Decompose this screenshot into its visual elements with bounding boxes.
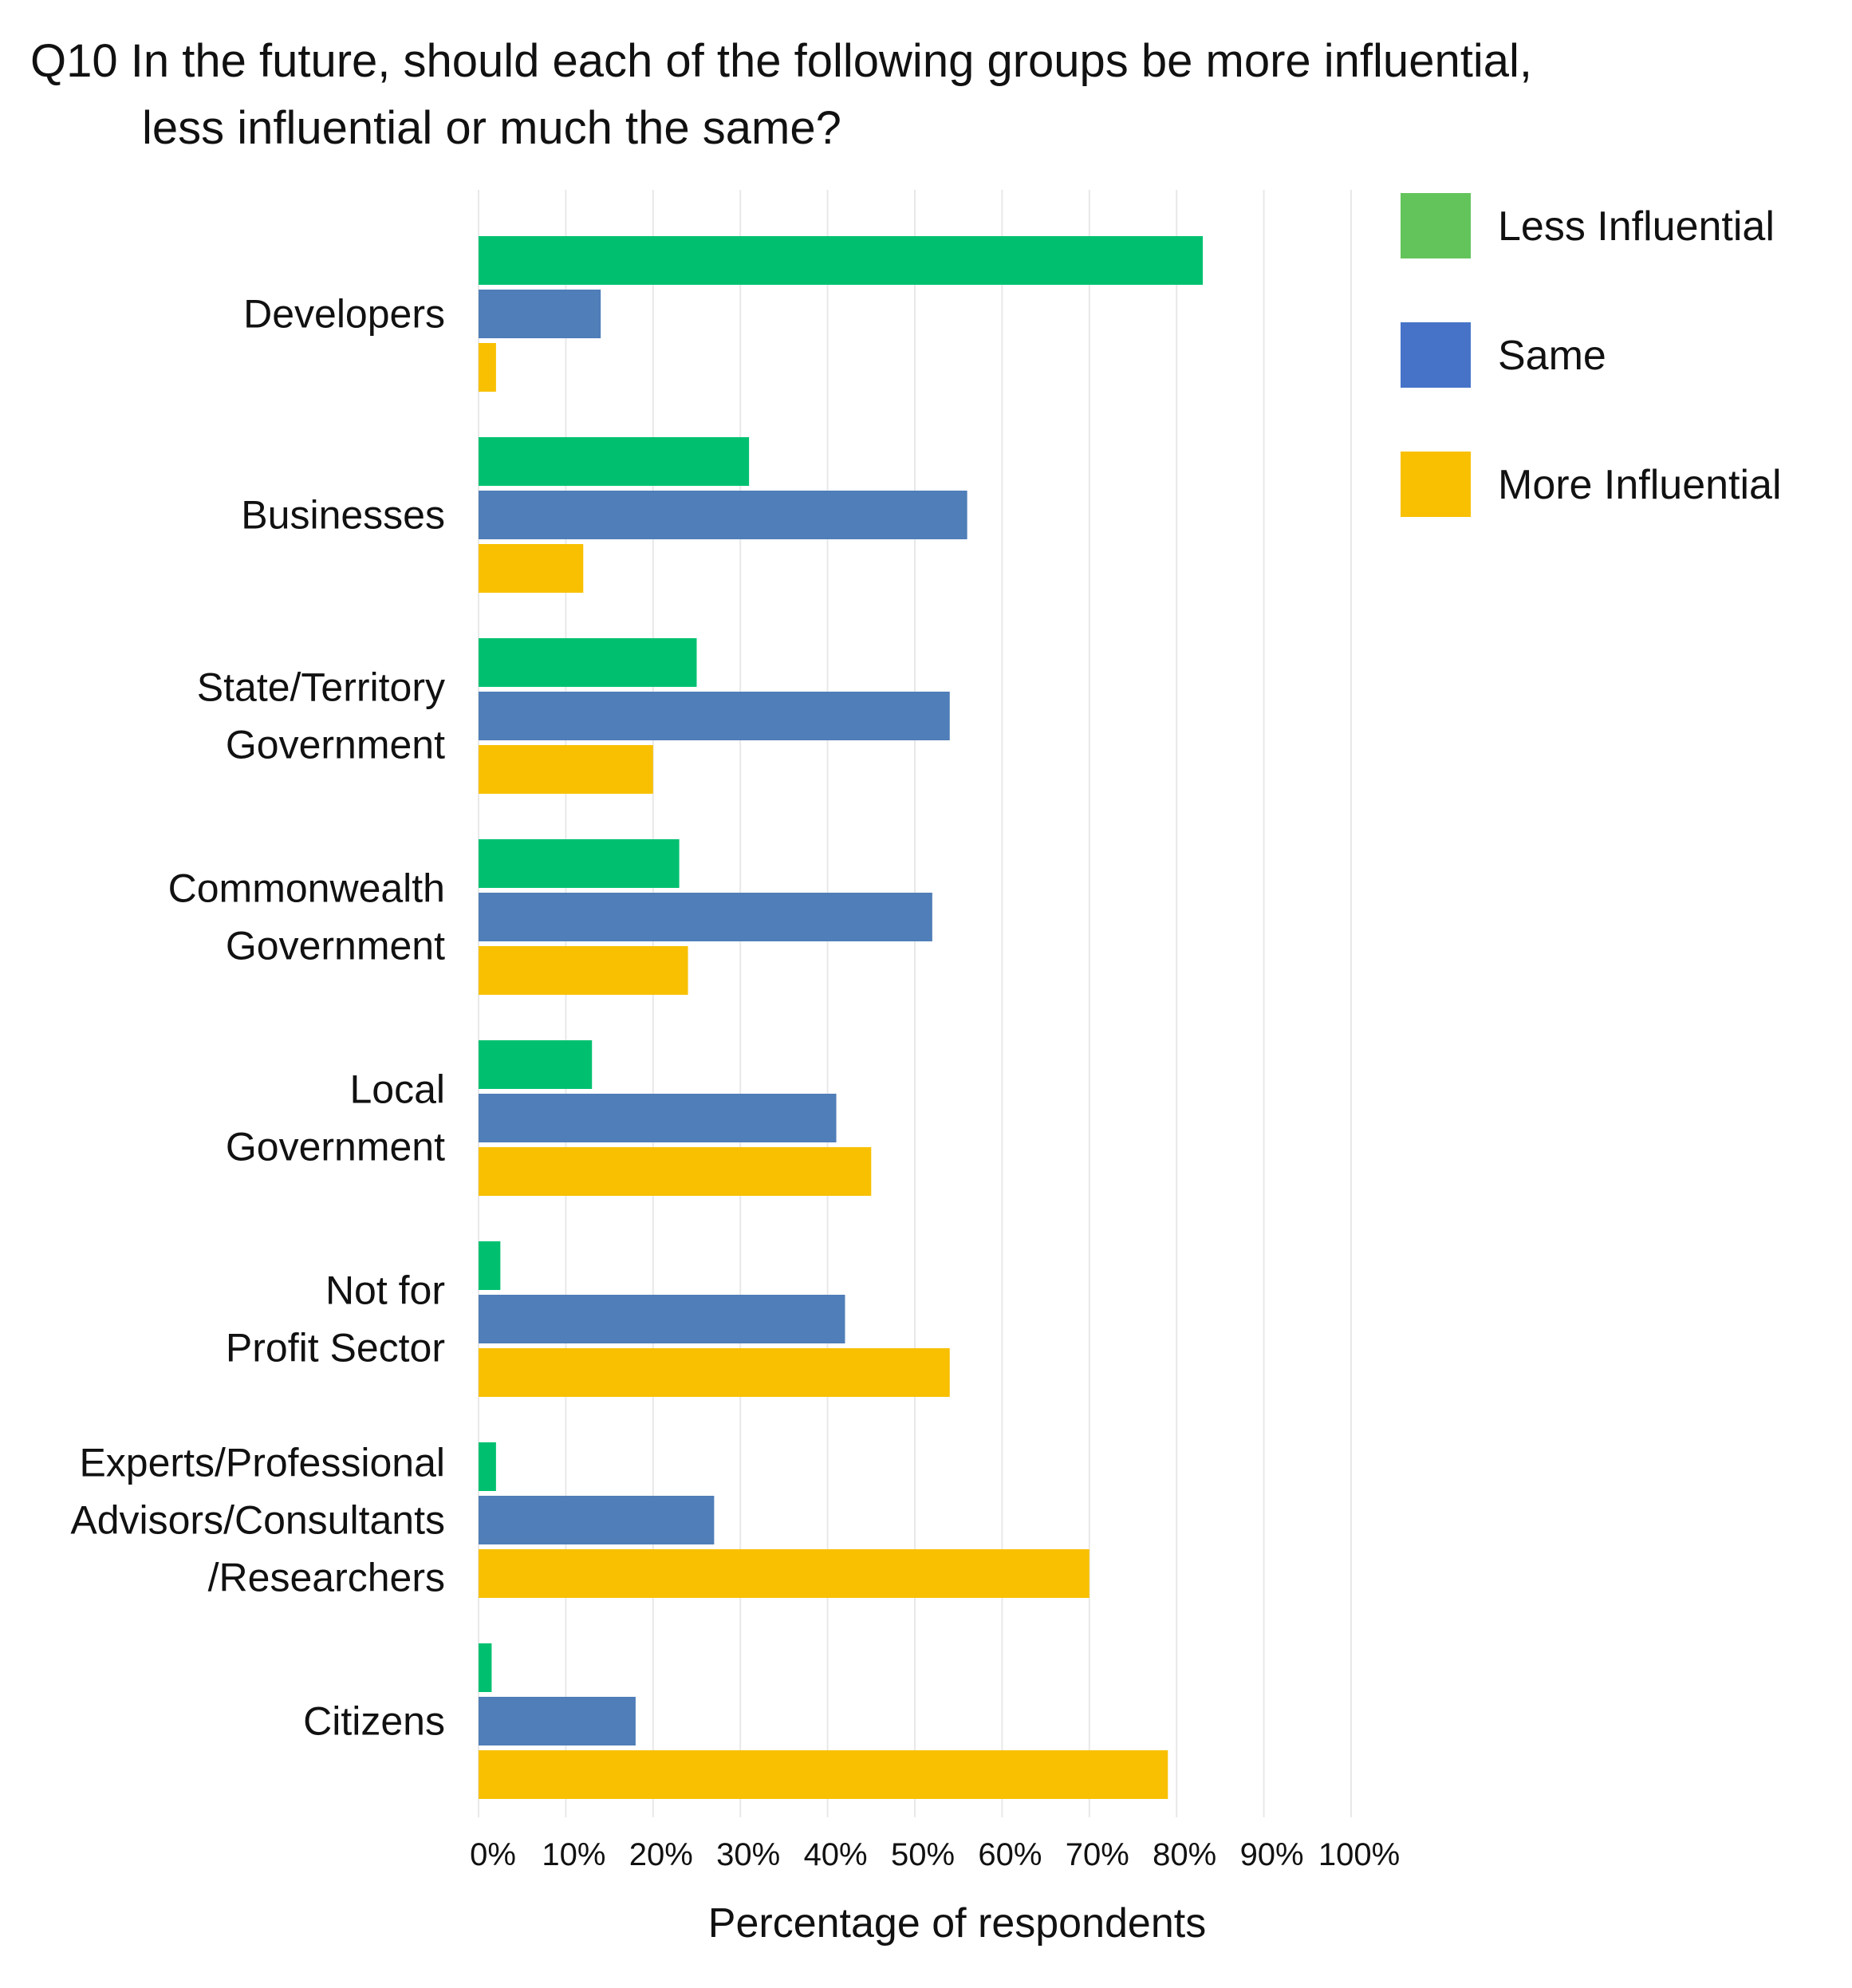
bar-less-influential-0: [479, 236, 1204, 285]
bar-less-influential-2: [479, 638, 697, 687]
x-tick-1: 10%: [542, 1837, 605, 1872]
bar-less-influential-5: [479, 1241, 501, 1290]
category-label-3-0: Commonwealth: [168, 866, 445, 911]
x-tick-3: 30%: [716, 1837, 780, 1872]
x-tick-4: 40%: [804, 1837, 868, 1872]
bar-more-influential-5: [479, 1348, 950, 1397]
category-label-5-0: Not for: [325, 1268, 445, 1313]
bar-same-7: [479, 1697, 636, 1745]
bar-less-influential-4: [479, 1040, 593, 1089]
legend-label-same: Same: [1498, 333, 1606, 379]
x-tick-9: 90%: [1240, 1837, 1304, 1872]
bar-more-influential-6: [479, 1549, 1090, 1598]
bar-more-influential-0: [479, 343, 496, 392]
bar-more-influential-7: [479, 1750, 1168, 1799]
x-tick-0: 0%: [470, 1837, 516, 1872]
x-tick-5: 50%: [891, 1837, 955, 1872]
legend-swatch-same: [1401, 322, 1471, 388]
x-tick-6: 60%: [978, 1837, 1042, 1872]
category-label-7-0: Citizens: [303, 1699, 445, 1744]
x-tick-10: 100%: [1318, 1837, 1400, 1872]
x-axis-title: Percentage of respondents: [708, 1900, 1206, 1947]
bar-same-0: [479, 290, 601, 338]
bar-less-influential-1: [479, 437, 750, 486]
bar-same-1: [479, 491, 967, 539]
x-tick-7: 70%: [1066, 1837, 1129, 1872]
bar-same-4: [479, 1094, 837, 1142]
category-label-2-0: State/Territory: [197, 665, 445, 710]
bar-same-3: [479, 893, 932, 941]
legend: Less Influential Same More Influential: [1401, 193, 1782, 517]
bar-same-5: [479, 1295, 845, 1343]
category-label-4-0: Local: [349, 1067, 445, 1112]
bar-more-influential-1: [479, 544, 584, 593]
category-label-2-1: Government: [226, 723, 445, 767]
legend-swatch-less-influential: [1401, 193, 1471, 258]
category-label-5-1: Profit Sector: [226, 1326, 445, 1371]
category-label-0-0: Developers: [243, 292, 445, 337]
bar-more-influential-4: [479, 1147, 872, 1196]
category-label-6-1: Advisors/Consultants: [70, 1498, 445, 1543]
x-tick-2: 20%: [629, 1837, 693, 1872]
category-label-1-0: Businesses: [241, 493, 445, 538]
chart-title-line-1: Q10 In the future, should each of the fo…: [30, 35, 1532, 87]
bar-same-6: [479, 1496, 715, 1544]
bar-more-influential-3: [479, 946, 688, 995]
bar-less-influential-6: [479, 1442, 496, 1491]
x-tick-labels: 0% 10% 20% 30% 40% 50% 60% 70% 80% 90% 100%: [470, 1837, 1400, 1872]
bar-less-influential-3: [479, 839, 680, 888]
category-labels: Developers Businesses State/Territory Gover…: [70, 292, 445, 1744]
category-label-6-0: Experts/Professional: [79, 1441, 445, 1485]
bars: [479, 236, 1204, 1799]
legend-label-less-influential: Less Influential: [1498, 203, 1775, 250]
category-label-6-2: /Researchers: [208, 1556, 445, 1600]
bar-same-2: [479, 692, 950, 740]
category-label-3-1: Government: [226, 924, 445, 968]
legend-swatch-more-influential: [1401, 452, 1471, 517]
category-label-4-1: Government: [226, 1125, 445, 1170]
x-tick-8: 80%: [1153, 1837, 1216, 1872]
chart-title-line-2: less influential or much the same?: [142, 102, 841, 154]
bar-less-influential-7: [479, 1643, 492, 1692]
bar-more-influential-2: [479, 745, 653, 794]
legend-label-more-influential: More Influential: [1498, 462, 1782, 508]
